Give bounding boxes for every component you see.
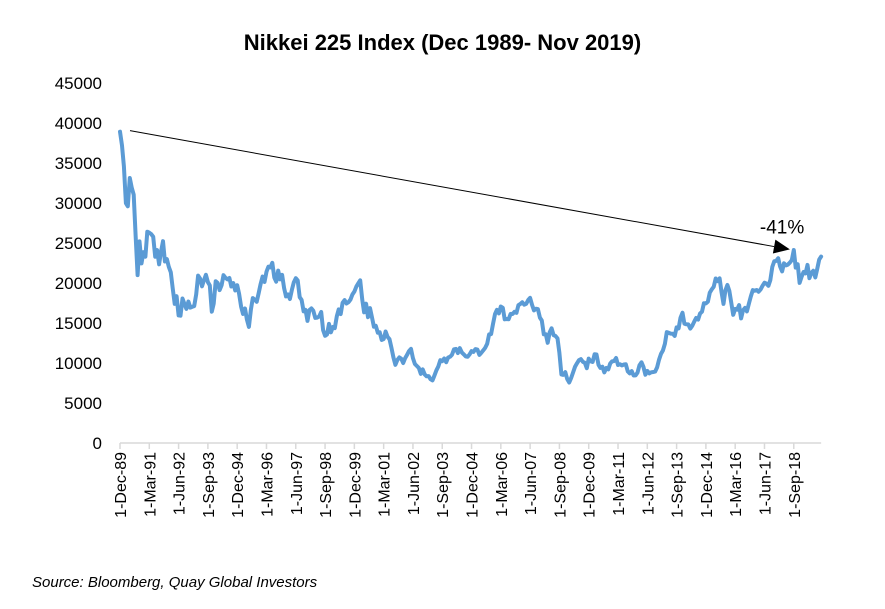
x-tick-label: 1-Dec-89 — [113, 452, 130, 518]
x-tick-label: 1-Jun-17 — [757, 452, 774, 515]
x-tick-label: 1-Dec-14 — [699, 452, 716, 518]
x-tick-label: 1-Dec-94 — [230, 452, 247, 518]
x-tick-label: 1-Mar-06 — [494, 452, 511, 517]
x-tick-label: 1-Dec-99 — [347, 452, 364, 518]
y-tick-label: 10000 — [55, 354, 102, 373]
annotation-label: -41% — [760, 217, 804, 238]
source-note: Source: Bloomberg, Quay Global Investors — [32, 574, 318, 591]
x-tick-label: 1-Dec-09 — [582, 452, 599, 518]
y-tick-label: 30000 — [55, 194, 102, 213]
y-tick-label: 20000 — [55, 274, 102, 293]
x-tick-label: 1-Mar-16 — [728, 452, 745, 517]
x-tick-label: 1-Jun-02 — [406, 452, 423, 515]
trend-arrow-head-icon — [772, 239, 790, 254]
x-tick-label: 1-Mar-91 — [142, 452, 159, 517]
x-tick-label: 1-Mar-01 — [377, 452, 394, 517]
x-tick-label: 1-Sep-13 — [670, 452, 687, 518]
trend-arrow-line — [129, 130, 775, 248]
x-tick-label: 1-Jun-07 — [523, 452, 540, 515]
chart-title: Nikkei 225 Index (Dec 1989- Nov 2019) — [243, 30, 642, 55]
x-tick-label: 1-Sep-18 — [787, 452, 804, 518]
y-tick-label: 40000 — [55, 114, 102, 133]
x-tick-label: 1-Jun-12 — [640, 452, 657, 515]
x-tick-label: 1-Sep-93 — [201, 452, 218, 518]
y-tick-label: 35000 — [55, 154, 102, 173]
x-tick-label: 1-Dec-04 — [465, 452, 482, 518]
y-tick-label: 0 — [93, 434, 102, 453]
x-tick-label: 1-Jun-97 — [289, 452, 306, 515]
y-tick-label: 25000 — [55, 234, 102, 253]
x-tick-label: 1-Mar-96 — [259, 452, 276, 517]
x-tick-label: 1-Mar-11 — [611, 452, 628, 516]
x-tick-label: 1-Jun-92 — [172, 452, 189, 515]
x-tick-label: 1-Sep-03 — [435, 452, 452, 518]
y-tick-label: 5000 — [64, 394, 102, 413]
y-tick-label: 15000 — [55, 314, 102, 333]
x-tick-label: 1-Sep-08 — [552, 452, 569, 518]
x-tick-label: 1-Sep-98 — [318, 452, 335, 518]
series-line-nikkei — [118, 129, 824, 385]
y-tick-label: 45000 — [55, 74, 102, 93]
